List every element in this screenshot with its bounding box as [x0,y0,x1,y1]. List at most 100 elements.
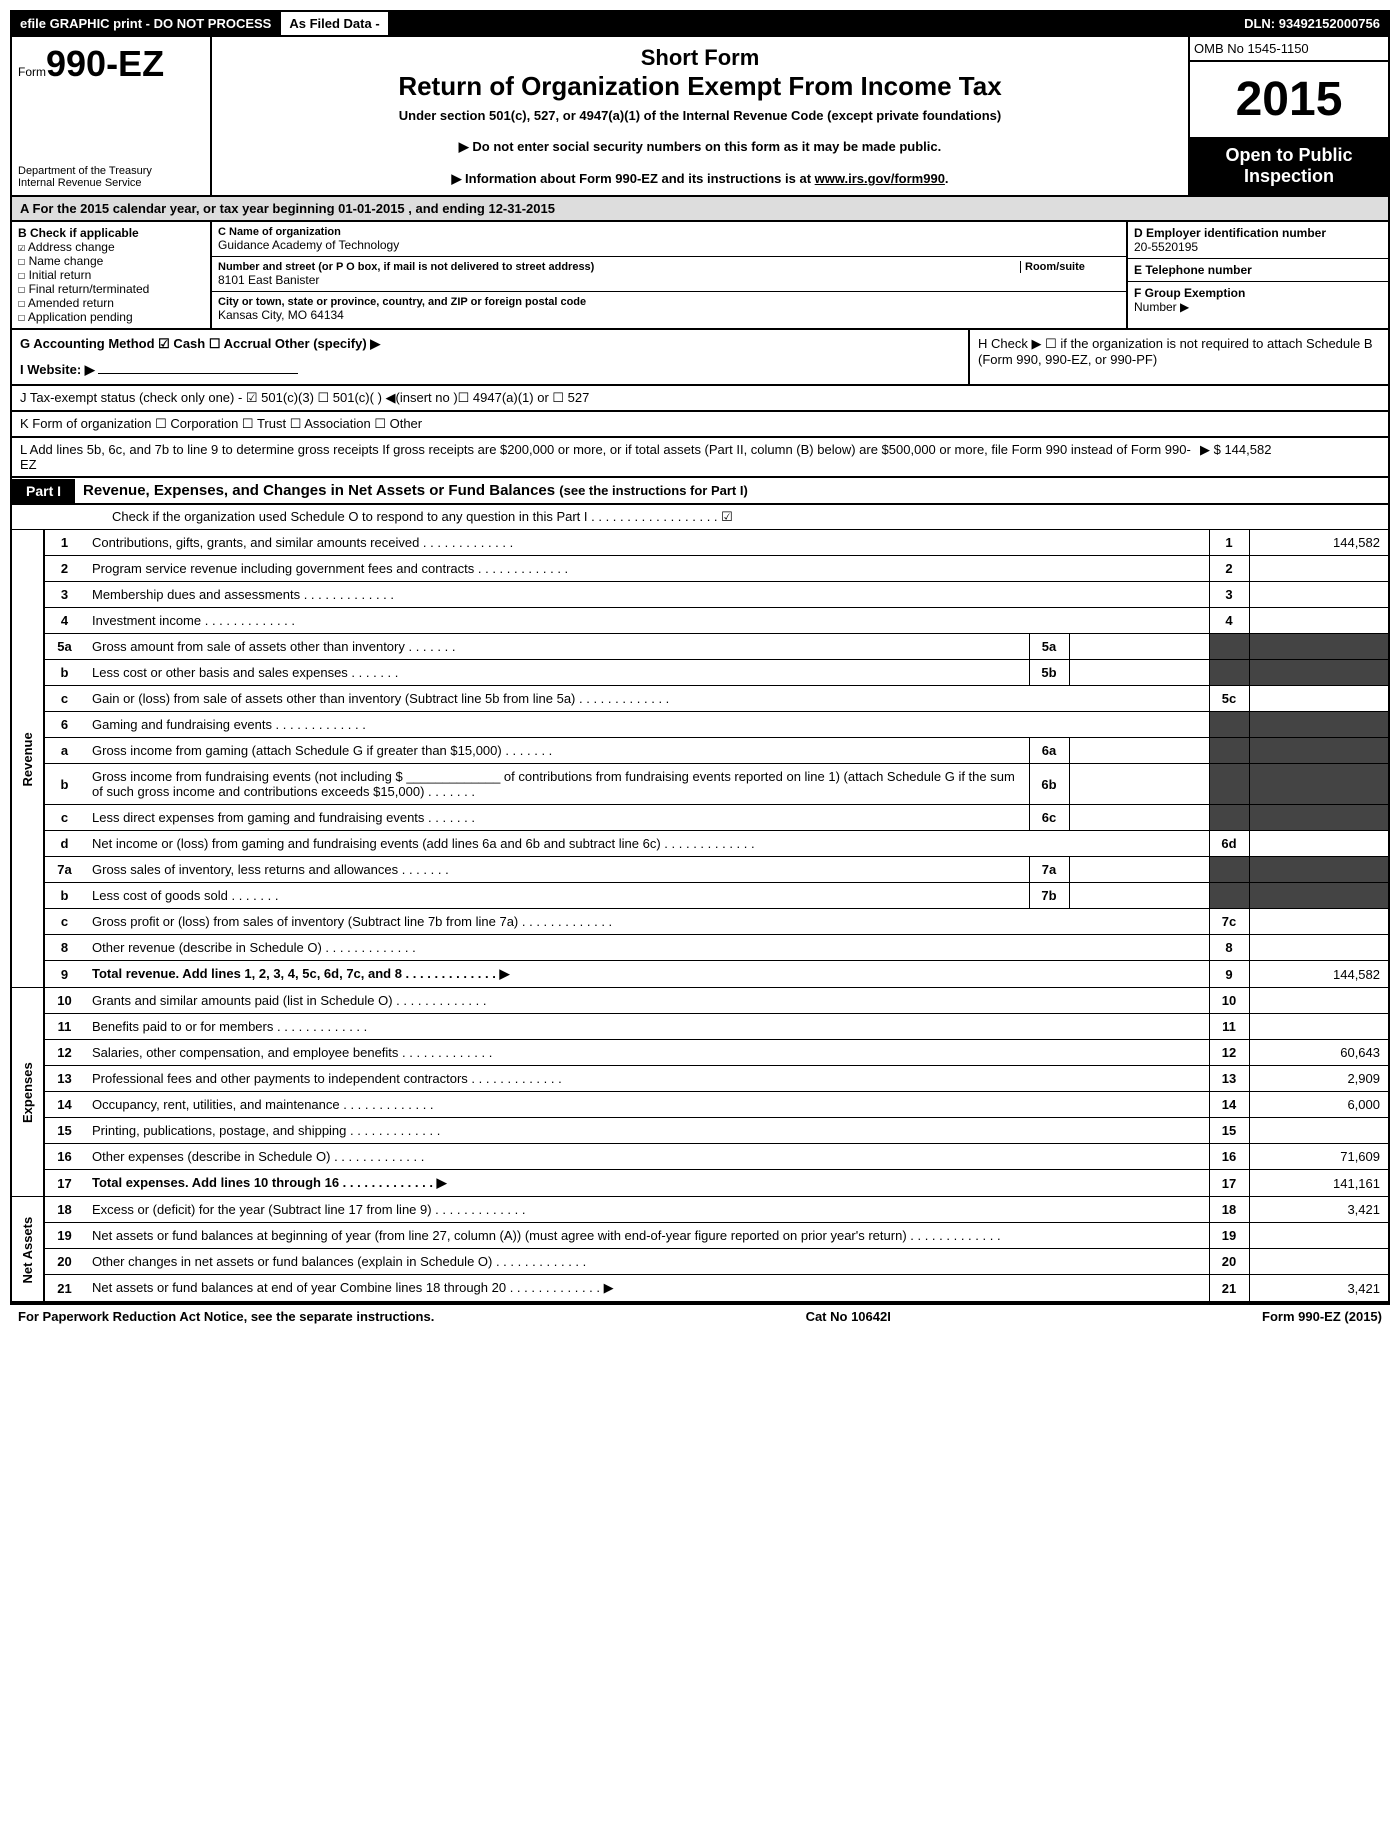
title-return: Return of Organization Exempt From Incom… [220,71,1180,102]
checkbox-label: Address change [28,240,115,254]
right-line-val: 141,161 [1249,1170,1389,1197]
line-no: 11 [44,1014,84,1040]
topbar: efile GRAPHIC print - DO NOT PROCESS As … [10,10,1390,37]
line-no: 15 [44,1118,84,1144]
checkbox-icon: ☐ [18,268,25,282]
line-row: 12Salaries, other compensation, and empl… [11,1040,1389,1066]
sub-line-val [1069,764,1209,805]
right-line-val [1249,686,1389,712]
line-desc: Gain or (loss) from sale of assets other… [84,686,1209,712]
row-a-label: A For the 2015 calendar year, or tax yea… [20,201,335,216]
check-schedule-o: Check if the organization used Schedule … [10,505,1390,530]
sub-line-no: 6a [1029,738,1069,764]
dept-line2: Internal Revenue Service [18,177,204,189]
row-g-h: G Accounting Method ☑ Cash ☐ Accrual Oth… [10,330,1390,386]
right-line-val [1249,857,1389,883]
line-desc: Gross sales of inventory, less returns a… [84,857,1029,883]
line-row: bGross income from fundraising events (n… [11,764,1389,805]
right-line-no: 2 [1209,556,1249,582]
checkbox-icon: ☐ [18,296,25,310]
right-line-no [1209,712,1249,738]
sub-line-no: 6b [1029,764,1069,805]
line-no: 12 [44,1040,84,1066]
right-line-val [1249,556,1389,582]
line-no: 13 [44,1066,84,1092]
line-no: c [44,805,84,831]
cell-org-name: C Name of organization Guidance Academy … [212,222,1126,257]
right-line-no: 16 [1209,1144,1249,1170]
line-no: b [44,660,84,686]
sub-line-val [1069,738,1209,764]
right-line-no: 5c [1209,686,1249,712]
right-line-no: 7c [1209,909,1249,935]
line-row: dNet income or (loss) from gaming and fu… [11,831,1389,857]
line-row: 6Gaming and fundraising events . . . . .… [11,712,1389,738]
subtitle: Under section 501(c), 527, or 4947(a)(1)… [220,108,1180,123]
right-line-val: 3,421 [1249,1197,1389,1223]
topbar-left: efile GRAPHIC print - DO NOT PROCESS [12,12,279,35]
right-line-val [1249,988,1389,1014]
omb-number: OMB No 1545-1150 [1190,37,1388,62]
line-row: 9Total revenue. Add lines 1, 2, 3, 4, 5c… [11,961,1389,988]
checkbox-item: ☐ Initial return [18,268,204,282]
right-line-no: 1 [1209,530,1249,556]
topbar-mid: As Filed Data - [279,12,389,35]
line-no: 8 [44,935,84,961]
checkbox-item: ☑ Address change [18,240,204,254]
sub-line-val [1069,634,1209,660]
open-public-badge: Open to Public Inspection [1190,137,1388,195]
side-label-revenue: Revenue [11,530,44,988]
right-line-val [1249,1014,1389,1040]
i-website-lbl: I Website: ▶ [20,362,95,377]
line-row: 2Program service revenue including gover… [11,556,1389,582]
cell-street: Number and street (or P O box, if mail i… [212,257,1126,292]
right-line-no: 11 [1209,1014,1249,1040]
street-val: 8101 East Banister [218,273,1120,287]
form-number: 990-EZ [46,43,164,85]
right-line-val [1249,805,1389,831]
line-row: 20Other changes in net assets or fund ba… [11,1249,1389,1275]
form-page: efile GRAPHIC print - DO NOT PROCESS As … [0,0,1400,1338]
checkbox-label: Final return/terminated [29,282,150,296]
cell-f-group: F Group Exemption Number ▶ [1128,282,1388,318]
org-name-lbl: C Name of organization [218,226,1120,238]
line-row: 13Professional fees and other payments t… [11,1066,1389,1092]
line-desc: Excess or (deficit) for the year (Subtra… [84,1197,1209,1223]
line-desc: Professional fees and other payments to … [84,1066,1209,1092]
right-line-val: 71,609 [1249,1144,1389,1170]
g-block: G Accounting Method ☑ Cash ☐ Accrual Oth… [12,330,968,384]
line-no: 18 [44,1197,84,1223]
city-lbl: City or town, state or province, country… [218,296,1120,308]
checkbox-item: ☐ Application pending [18,310,204,324]
line-desc: Other revenue (describe in Schedule O) .… [84,935,1209,961]
line-no: d [44,831,84,857]
line-no: 16 [44,1144,84,1170]
line-row: 8Other revenue (describe in Schedule O) … [11,935,1389,961]
checkbox-label: Amended return [28,296,114,310]
i-website: I Website: ▶ [20,362,960,378]
tax-year: 2015 [1190,62,1388,137]
right-line-val [1249,582,1389,608]
right-line-val [1249,935,1389,961]
line-desc: Salaries, other compensation, and employ… [84,1040,1209,1066]
line-row: 17Total expenses. Add lines 10 through 1… [11,1170,1389,1197]
right-line-no [1209,764,1249,805]
line-desc: Other changes in net assets or fund bala… [84,1249,1209,1275]
sub-line-no: 7b [1029,883,1069,909]
sub-line-val [1069,857,1209,883]
footer-right: Form 990-EZ (2015) [1262,1309,1382,1324]
col-def: D Employer identification number 20-5520… [1128,222,1388,328]
line-desc: Net assets or fund balances at beginning… [84,1223,1209,1249]
line-row: 11Benefits paid to or for members . . . … [11,1014,1389,1040]
right-line-no: 9 [1209,961,1249,988]
right-line-val: 6,000 [1249,1092,1389,1118]
irs-link[interactable]: www.irs.gov/form990 [815,171,945,186]
topbar-dln: DLN: 93492152000756 [1236,12,1388,35]
line-no: 9 [44,961,84,988]
line-row: aGross income from gaming (attach Schedu… [11,738,1389,764]
part1-sub: (see the instructions for Part I) [559,483,748,498]
line-no: c [44,686,84,712]
line-desc: Less direct expenses from gaming and fun… [84,805,1029,831]
col-b: B Check if applicable ☑ Address change☐ … [12,222,212,328]
right-line-no [1209,634,1249,660]
